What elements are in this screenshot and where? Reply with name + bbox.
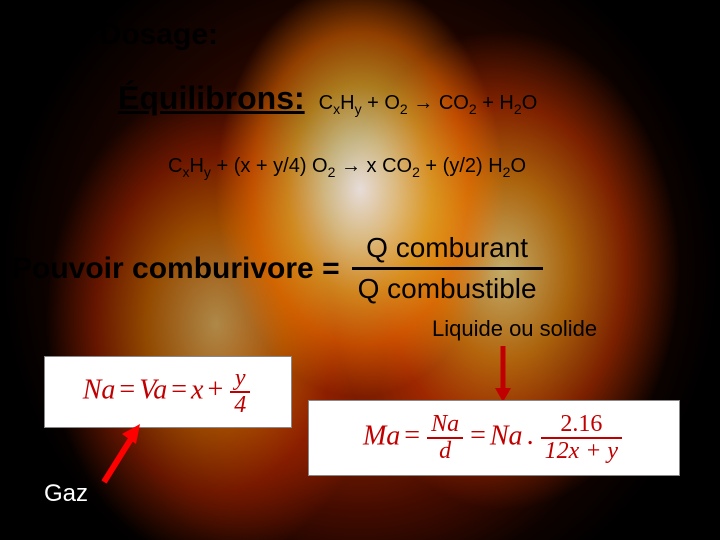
arrow-liquide-icon <box>488 340 518 402</box>
formula-ma: Ma=Nad=Na.2.1612x + y <box>363 412 625 464</box>
formula-na-box: Na=Va=x+y4 <box>44 356 292 428</box>
equation-balanced: CxHy + (x + y/4) O2 → x CO2 + (y/2) H2O <box>168 155 526 180</box>
liquide-label: Liquide ou solide <box>432 316 597 342</box>
formula-ma-box: Ma=Nad=Na.2.1612x + y <box>308 400 680 476</box>
equation-initial: CxHy + O2 → CO2 + H2O <box>319 92 538 117</box>
pouvoir-fraction: Q comburant Q combustible <box>352 232 543 305</box>
pouvoir-row: Pouvoir comburivore = Q comburant Q comb… <box>12 232 543 305</box>
arrow-gaz-icon <box>96 420 146 490</box>
fraction-denominator: Q combustible <box>352 270 543 305</box>
equilibrons-label: Équilibrons: <box>118 80 305 117</box>
formula-na: Na=Va=x+y4 <box>83 366 254 418</box>
fraction-numerator: Q comburant <box>360 232 534 267</box>
slide-content: II-2 Dosage: Équilibrons: CxHy + O2 → CO… <box>0 0 720 540</box>
equilibrons-row: Équilibrons: CxHy + O2 → CO2 + H2O <box>118 80 537 117</box>
gaz-label: Gaz <box>44 480 88 508</box>
pouvoir-label: Pouvoir comburivore = <box>12 252 340 286</box>
section-title: II-2 Dosage: <box>48 18 218 52</box>
